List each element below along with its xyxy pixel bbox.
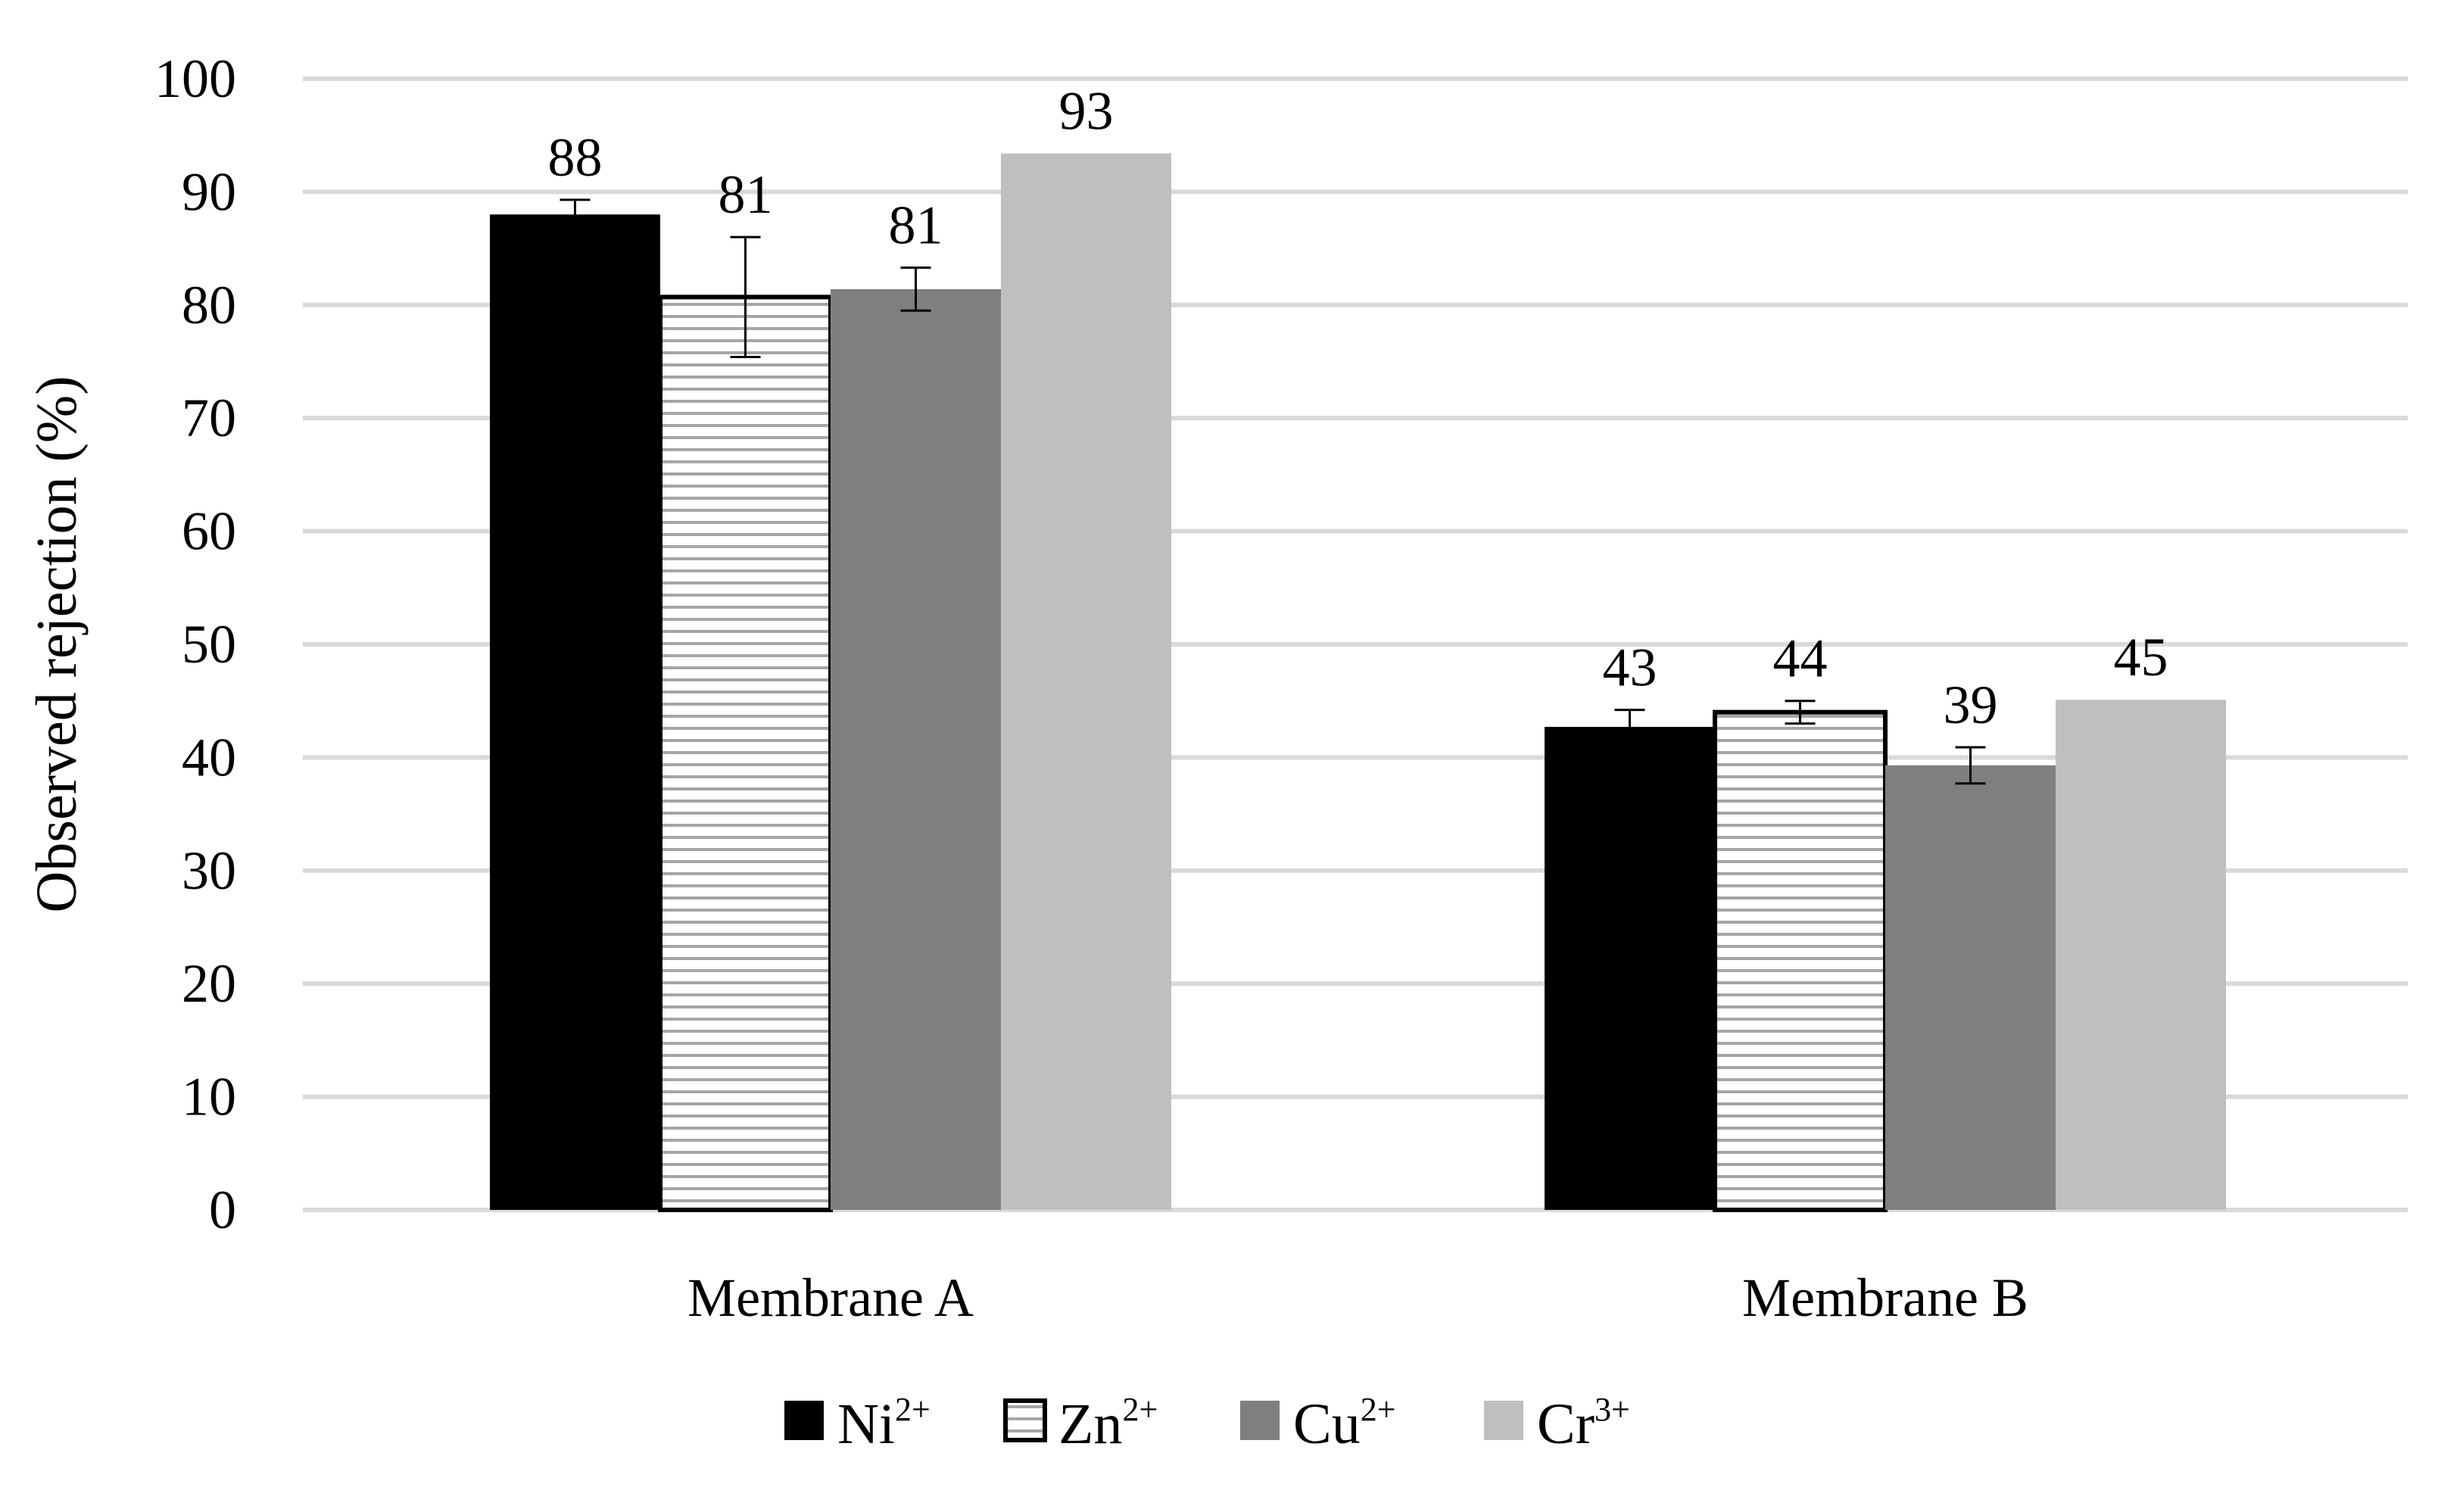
error-bar — [1785, 700, 1816, 725]
bar-ni-membrane-a — [490, 214, 660, 1210]
bar-cr-membrane-a — [1001, 153, 1171, 1210]
x-category-label: Membrane A — [687, 1267, 974, 1328]
y-tick-label: 80 — [182, 275, 236, 335]
data-label: 88 — [548, 127, 603, 188]
legend-swatch — [784, 1401, 824, 1440]
y-tick-label: 50 — [182, 614, 236, 675]
data-labels: 88 81 81 93 43 44 39 45 — [548, 81, 2168, 735]
y-axis-title: Observed rejection (%) — [25, 376, 89, 912]
y-tick-label: 90 — [182, 161, 236, 222]
legend-label: Ni2+ — [837, 1391, 931, 1456]
legend-item-zn: Zn2+ — [1003, 1391, 1158, 1456]
x-axis-category-labels: Membrane A Membrane B — [687, 1267, 2028, 1328]
y-tick-label: 30 — [182, 840, 236, 901]
y-axis-tick-labels: 0 10 20 30 40 50 60 70 80 90 100 — [154, 48, 236, 1240]
y-tick-label: 10 — [182, 1067, 236, 1127]
legend-item-cu: Cu2+ — [1240, 1391, 1396, 1456]
y-tick-label: 100 — [154, 48, 236, 109]
y-tick-label: 20 — [182, 953, 236, 1014]
y-tick-label: 60 — [182, 501, 236, 562]
bar-zn-membrane-a — [658, 295, 833, 1212]
data-label: 81 — [889, 195, 943, 255]
legend: Ni2+ Zn2+ Cu2+ Cr3+ — [784, 1391, 1630, 1456]
bar-zn-membrane-b — [1713, 709, 1888, 1212]
legend-swatch — [1484, 1401, 1523, 1440]
error-bar — [730, 235, 761, 359]
bar-ni-membrane-b — [1545, 727, 1715, 1210]
data-label: 43 — [1603, 638, 1657, 698]
y-tick-label: 0 — [209, 1180, 236, 1240]
legend-item-cr: Cr3+ — [1484, 1391, 1630, 1456]
error-bar — [900, 266, 931, 312]
x-category-label: Membrane B — [1742, 1267, 2028, 1328]
legend-label: Cu2+ — [1293, 1391, 1396, 1456]
bar-cu-membrane-b — [1885, 765, 2056, 1210]
legend-item-ni: Ni2+ — [784, 1391, 931, 1456]
data-label: 44 — [1773, 628, 1828, 689]
bar-cu-membrane-a — [831, 288, 1001, 1210]
error-bar — [560, 198, 591, 231]
data-label: 93 — [1059, 81, 1114, 142]
error-bars — [560, 198, 1986, 785]
y-tick-label: 40 — [182, 727, 236, 787]
legend-swatch — [1003, 1398, 1047, 1442]
data-label: 45 — [2114, 627, 2168, 687]
bar-cr-membrane-b — [2056, 700, 2226, 1210]
data-label: 81 — [719, 164, 773, 225]
legend-label: Zn2+ — [1058, 1391, 1158, 1456]
legend-swatch — [1240, 1401, 1280, 1440]
error-bar — [1614, 709, 1645, 745]
y-tick-label: 70 — [182, 388, 236, 448]
error-bar — [1955, 746, 1986, 785]
bars — [490, 153, 2226, 1212]
data-label: 39 — [1944, 675, 1998, 735]
legend-label: Cr3+ — [1537, 1391, 1630, 1456]
